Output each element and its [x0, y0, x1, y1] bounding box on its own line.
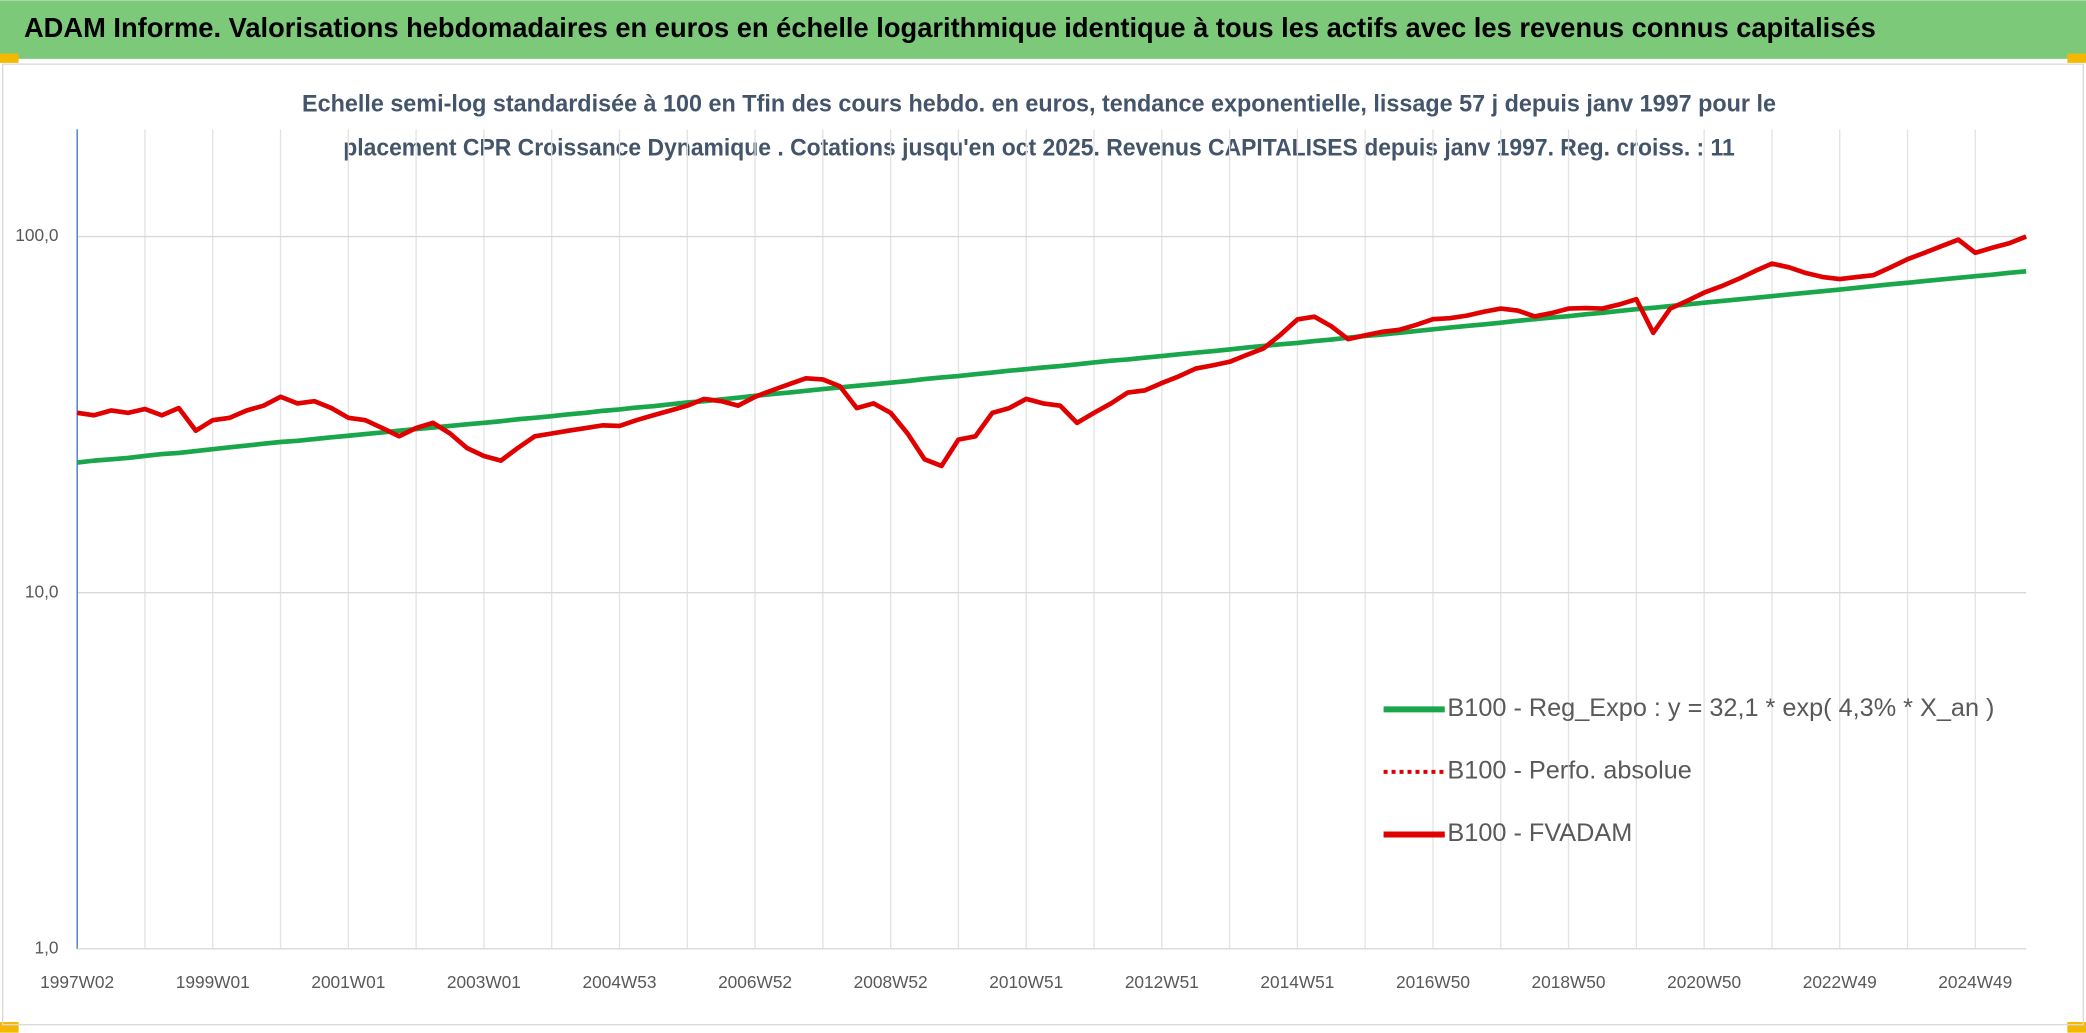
x-tick-label: 2012W51 [1125, 972, 1199, 992]
x-tick-label: 2008W52 [854, 972, 928, 992]
corner-mark [0, 53, 19, 63]
x-tick-label: 2006W52 [718, 972, 792, 992]
legend-label: B100 - FVADAM [1447, 819, 1632, 847]
x-tick-label: 2003W01 [447, 972, 521, 992]
chart-subtitle: placement CPR Croissance Dynamique . Cot… [343, 135, 1735, 162]
x-tick-label: 2020W50 [1667, 972, 1741, 992]
header-bar [0, 0, 2086, 59]
x-tick-label: 2024W49 [1938, 972, 2012, 992]
series-line [76, 234, 2027, 469]
x-tick-label: 2014W51 [1260, 972, 1334, 992]
chart-subtitle: Echelle semi-log standardisée à 100 en T… [302, 91, 1776, 118]
y-tick-label: 100,0 [15, 225, 58, 245]
corner-mark [2067, 1022, 2086, 1033]
y-tick-label: 10,0 [25, 581, 59, 601]
legend: B100 - Reg_Expo : y = 32,1 * exp( 4,3% *… [1383, 694, 1994, 847]
x-tick-label: 1997W02 [40, 972, 114, 992]
x-tick-label: 2001W01 [311, 972, 385, 992]
corner-mark [0, 1022, 19, 1033]
x-tick-label: 2022W49 [1803, 972, 1877, 992]
x-tick-label: 2016W50 [1396, 972, 1470, 992]
series-line [76, 268, 2027, 465]
x-tick-label: 2010W51 [989, 972, 1063, 992]
chart-frame [1, 63, 2085, 1026]
legend-label: B100 - Perfo. absolue [1447, 757, 1691, 785]
legend-label: B100 - Reg_Expo : y = 32,1 * exp( 4,3% *… [1447, 694, 1994, 722]
chart-title: ADAM Informe. Valorisations hebdomadaire… [24, 12, 1876, 43]
x-tick-label: 2004W53 [582, 972, 656, 992]
x-tick-label: 2018W50 [1532, 972, 1606, 992]
y-tick-label: 1,0 [35, 937, 59, 957]
corner-mark [2067, 53, 2086, 63]
plot-area: 1,0 10,0 100,0 1997W02 1999W01 2001W01 2003W01… [15, 129, 2027, 992]
x-tick-label: 1999W01 [176, 972, 250, 992]
